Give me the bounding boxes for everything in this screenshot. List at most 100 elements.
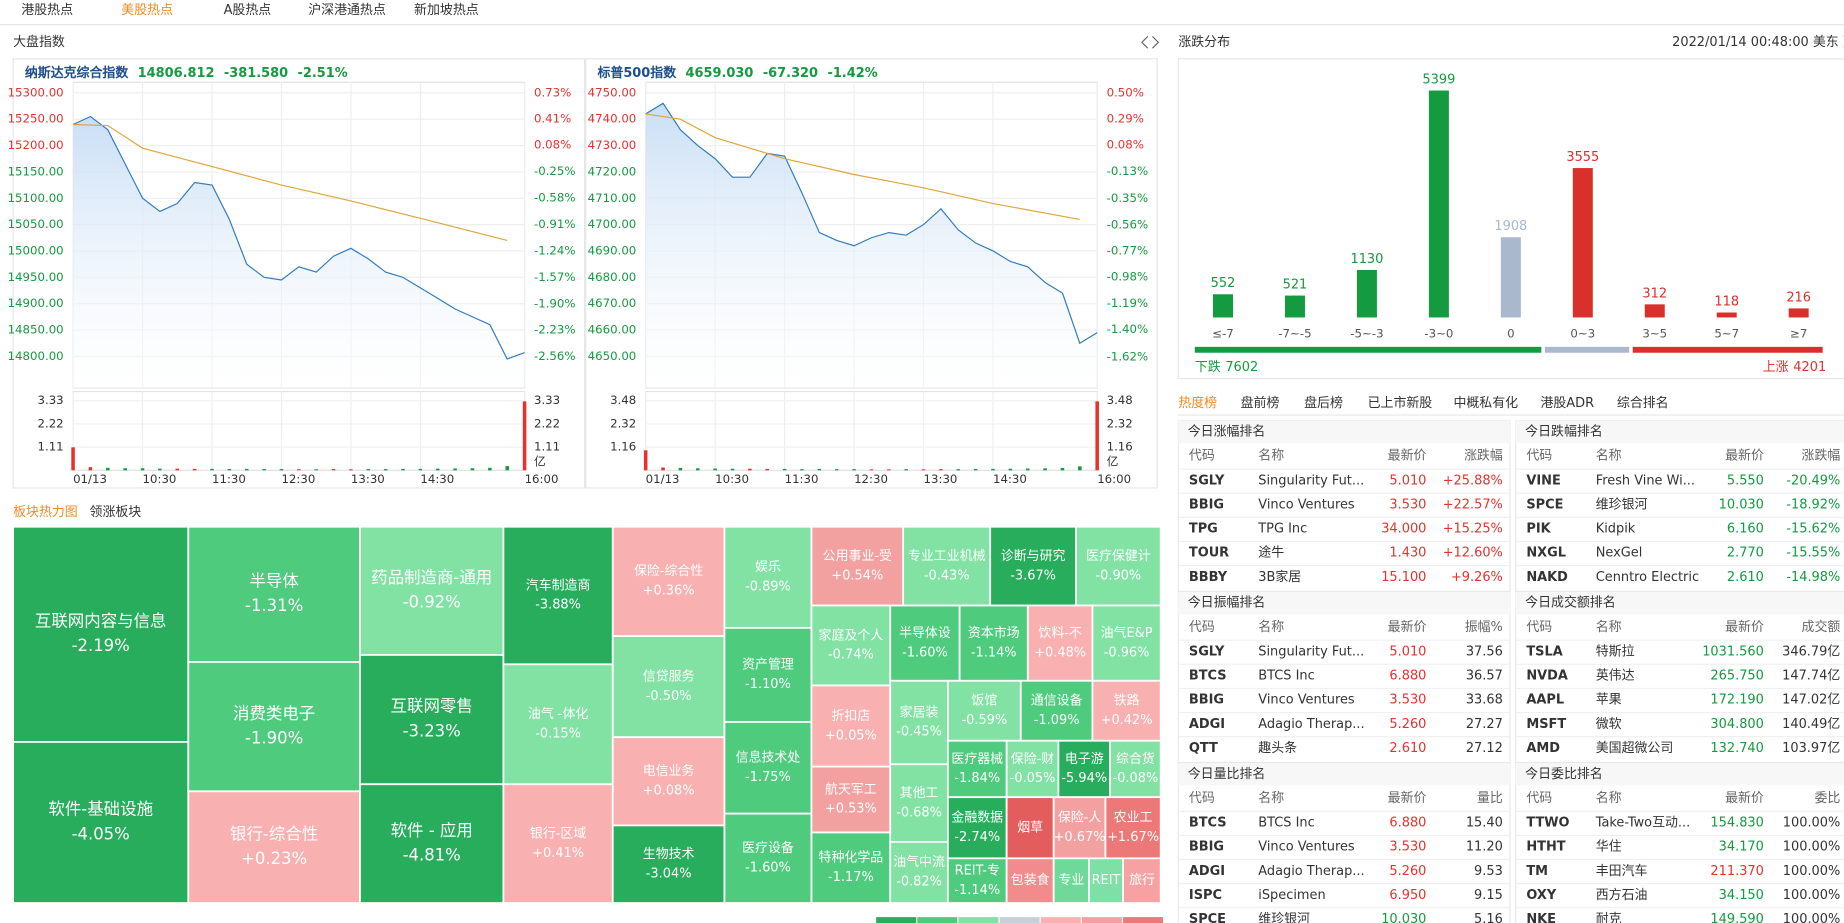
sector-cell[interactable] [1109,739,1162,799]
sector-cell[interactable] [187,661,361,793]
table-cell[interactable]: Cenntro Electric [1596,570,1699,585]
ranking-tab[interactable]: 盘后榜 [1304,395,1343,411]
table-cell[interactable]: ADGI [1189,717,1225,732]
table-cell[interactable]: NKE [1526,912,1556,923]
sector-cell[interactable] [1075,525,1162,607]
table-cell[interactable]: SGLY [1189,473,1225,488]
table-cell[interactable]: NexGel [1596,546,1643,561]
table-cell[interactable]: BTCS Inc [1258,816,1314,831]
table-cell[interactable]: 趣头条 [1258,740,1297,756]
table-cell[interactable]: BBIG [1189,498,1224,513]
sector-cell[interactable] [1005,857,1055,904]
sector-cell[interactable] [946,796,1008,860]
table-cell[interactable]: 美国超微公司 [1596,741,1674,756]
table-cell[interactable]: 耐克 [1596,912,1622,923]
sector-cell[interactable] [946,679,1022,742]
ranking-tab[interactable]: 中概私有化 [1453,396,1518,411]
table-cell[interactable]: NXGL [1526,546,1566,561]
table-cell[interactable]: 丰田汽车 [1596,863,1648,879]
nav-tab[interactable]: 沪深港通热点 [308,2,386,18]
sector-cell[interactable] [958,604,1029,682]
nav-tab[interactable]: 新加坡热点 [414,2,479,18]
sector-cell[interactable] [611,525,726,637]
sector-cell[interactable] [1026,604,1094,682]
table-cell[interactable]: Take-Two互动... [1595,816,1691,831]
sector-cell[interactable] [359,654,505,786]
sector-cell[interactable] [1091,604,1162,682]
table-cell[interactable]: OXY [1526,888,1556,903]
table-cell[interactable]: TOUR [1189,546,1229,561]
table-cell[interactable]: NVDA [1526,669,1568,684]
table-cell[interactable]: BBIG [1189,840,1224,855]
sector-cell[interactable] [1005,796,1055,860]
table-cell[interactable]: Singularity Fut... [1258,644,1364,659]
table-cell[interactable]: BBBY [1189,570,1228,585]
sector-cell[interactable] [723,626,813,723]
sector-cell[interactable] [1104,796,1162,860]
table-cell[interactable]: 微软 [1596,717,1622,732]
ranking-tab[interactable]: 已上市新股 [1368,395,1433,411]
table-cell[interactable]: PIK [1526,522,1551,537]
table-cell[interactable]: TPG Inc [1257,522,1307,537]
sector-cell[interactable] [810,684,892,768]
sector-cell[interactable] [1005,739,1060,799]
heatmap-tab[interactable]: 领涨板块 [90,505,142,520]
table-cell[interactable]: 3B家居 [1258,569,1301,585]
table-cell[interactable]: HTHT [1526,840,1565,855]
table-cell[interactable]: iSpecimen [1258,888,1325,903]
table-cell[interactable]: BTCS [1189,669,1227,684]
table-cell[interactable]: VINE [1526,473,1560,488]
sector-cell[interactable] [889,679,949,766]
sector-cell[interactable] [810,604,892,687]
sector-cell[interactable] [889,840,949,904]
table-cell[interactable]: 苹果 [1596,693,1622,708]
heatmap-tab[interactable]: 板块热力图 [13,505,78,520]
sector-cell[interactable] [723,812,813,904]
table-cell[interactable]: NAKD [1526,570,1568,585]
sector-cell[interactable] [502,663,614,786]
sector-cell[interactable] [187,525,361,663]
table-cell[interactable]: 维珍银河 [1258,912,1310,923]
table-cell[interactable]: 华住 [1596,840,1622,855]
sector-cell[interactable] [1091,679,1162,742]
sector-cell[interactable] [611,824,726,904]
table-cell[interactable]: 途牛 [1258,545,1284,561]
sector-cell[interactable] [723,721,813,815]
table-cell[interactable]: QTT [1189,741,1218,756]
table-cell[interactable]: 西方石油 [1596,887,1648,903]
sector-cell[interactable] [611,635,726,739]
nav-tab[interactable]: 港股热点 [21,3,73,18]
table-cell[interactable]: SPCE [1526,498,1563,513]
table-cell[interactable]: Adagio Therap... [1258,717,1364,732]
table-cell[interactable]: 英伟达 [1596,669,1635,684]
sector-cell[interactable] [611,736,726,827]
sector-cell[interactable] [889,604,961,682]
ranking-tab[interactable]: 综合排名 [1617,395,1669,411]
sector-cell[interactable] [359,783,505,904]
table-cell[interactable]: Vinco Ventures [1258,840,1355,855]
sector-cell[interactable] [12,741,190,904]
sector-cell[interactable] [12,525,190,743]
sector-cell[interactable] [889,763,949,843]
table-cell[interactable]: TTWO [1526,816,1569,831]
table-cell[interactable]: TSLA [1526,644,1562,659]
table-cell[interactable]: SGLY [1189,644,1225,659]
ranking-tab[interactable]: 港股ADR [1540,396,1594,411]
nav-tab[interactable]: A股热点 [224,3,272,18]
sector-cell[interactable] [810,765,892,834]
sector-cell[interactable] [1057,739,1112,799]
sector-cell[interactable] [810,831,892,904]
table-cell[interactable]: BBIG [1189,693,1224,708]
sector-cell[interactable] [723,525,813,629]
table-cell[interactable]: ISPC [1189,888,1222,903]
table-cell[interactable]: Fresh Vine Wi... [1596,473,1695,488]
table-cell[interactable]: Vinco Ventures [1258,498,1355,513]
nav-tab[interactable]: 美股热点 [121,3,173,18]
sector-cell[interactable] [1052,796,1107,860]
sector-cell[interactable] [946,857,1008,904]
sector-cell[interactable] [1088,857,1124,904]
sector-cell[interactable] [1019,679,1094,742]
sector-cell[interactable] [187,790,361,904]
table-cell[interactable]: ADGI [1189,864,1225,879]
table-cell[interactable]: 特斯拉 [1596,644,1635,659]
